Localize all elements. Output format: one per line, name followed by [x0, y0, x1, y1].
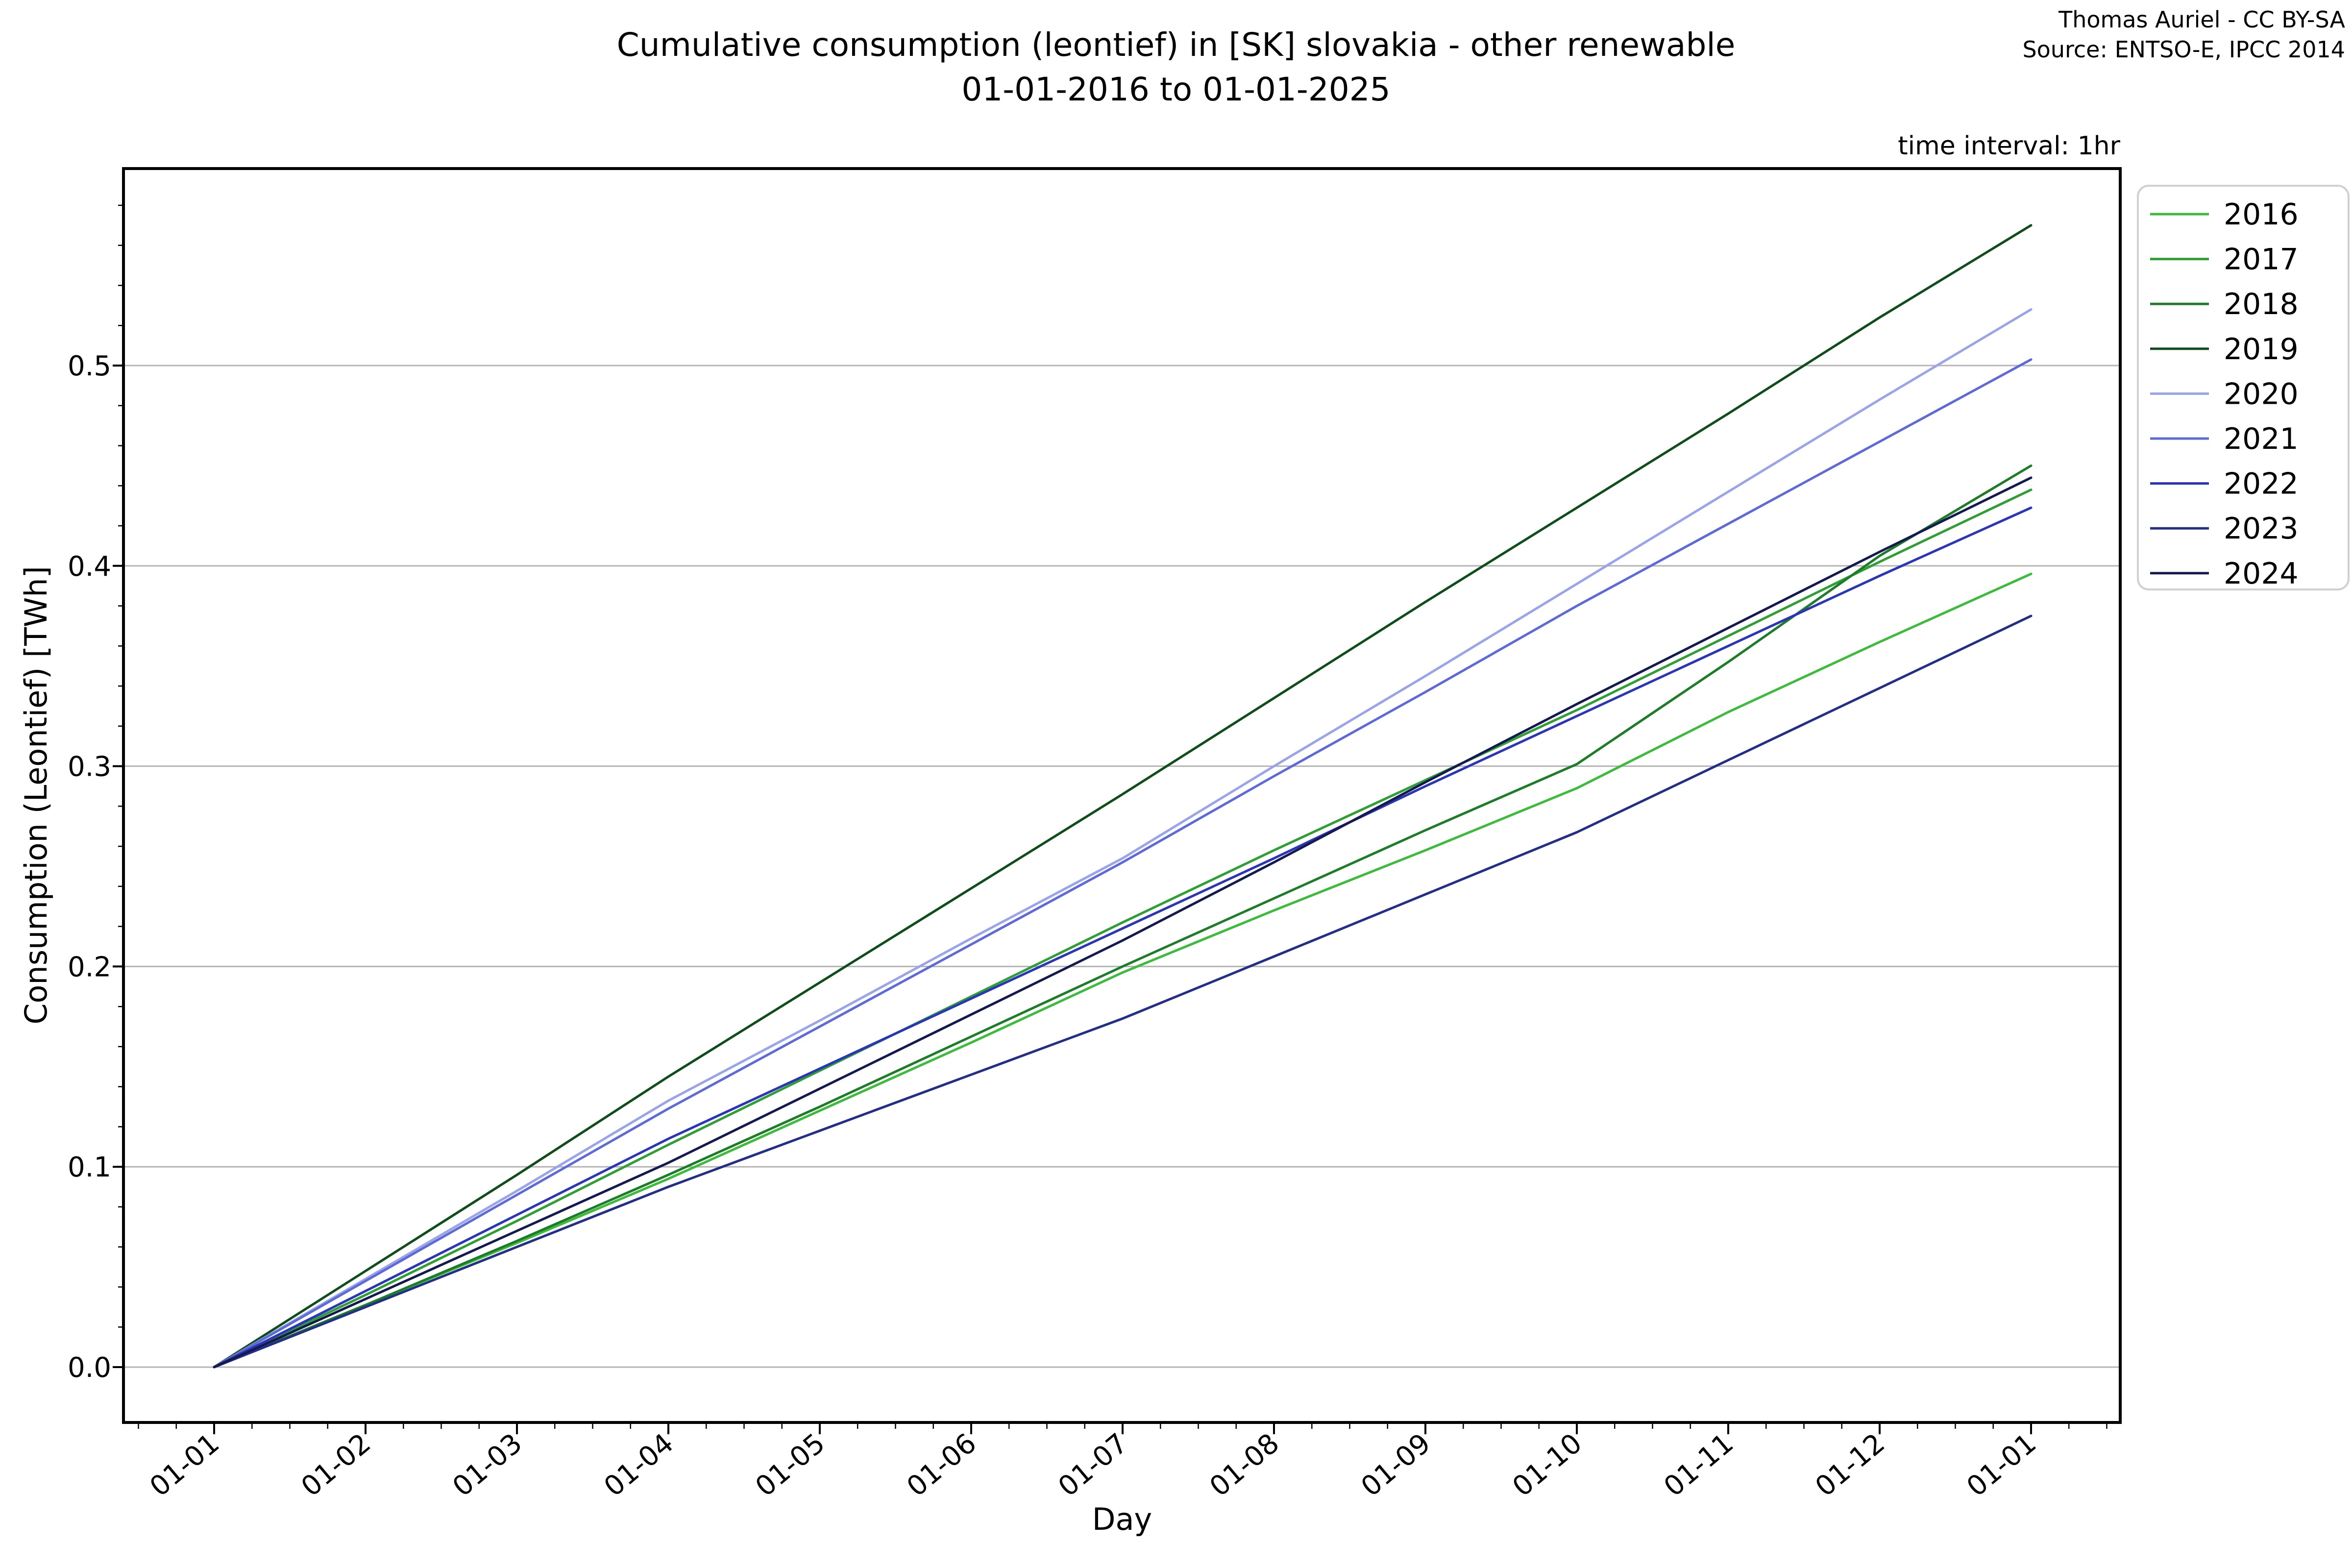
- chart-title-line2: 01-01-2016 to 01-01-2025: [961, 71, 1391, 109]
- tick-labels: 0.0 0.1 0.2 0.3 0.4 0.5 01-01 01-02 01-03 01-04 01…: [68, 350, 2042, 1503]
- plot-border: [122, 167, 2122, 1424]
- x-tick-label: 01-12: [1810, 1427, 1891, 1503]
- y-tick-label: 0.3: [68, 751, 111, 783]
- legend-box: [2137, 185, 2350, 590]
- series-line-2022: [213, 506, 2033, 1369]
- y-tick-label: 0.2: [68, 951, 111, 983]
- legend-label-2021: 2021: [2224, 422, 2299, 456]
- legend-label-2020: 2020: [2224, 377, 2299, 411]
- series-line-2023: [213, 614, 2033, 1369]
- attribution-source: Source: ENTSO-E, IPCC 2014: [2022, 36, 2345, 63]
- y-tick-label: 0.4: [68, 551, 111, 583]
- series-line-2017: [213, 489, 2033, 1369]
- legend-label-2017: 2017: [2224, 243, 2299, 277]
- series-line-2024: [213, 476, 2033, 1369]
- chart-title-line1: Cumulative consumption (leontief) in [SK…: [616, 26, 1736, 64]
- y-tick-label: 0.5: [68, 350, 111, 382]
- data-series: [213, 224, 2033, 1369]
- y-axis-label: Consumption (Leontief) [TWh]: [18, 566, 54, 1025]
- y-tick-label: 0.1: [68, 1152, 111, 1183]
- legend-label-2024: 2024: [2224, 557, 2299, 591]
- x-tick-label: 01-01: [144, 1427, 225, 1503]
- x-tick-label: 01-07: [1053, 1427, 1134, 1503]
- time-interval-annotation: time interval: 1hr: [1898, 131, 2120, 161]
- series-line-2021: [213, 358, 2033, 1369]
- x-tick-label: 01-06: [901, 1427, 982, 1503]
- x-axis-label: Day: [1092, 1501, 1152, 1537]
- x-tick-label: 01-03: [447, 1427, 528, 1503]
- chart-title: Cumulative consumption (leontief) in [SK…: [0, 23, 2352, 112]
- x-tick-label: 01-04: [598, 1427, 680, 1503]
- series-line-2019: [213, 224, 2033, 1369]
- x-tick-label: 01-10: [1507, 1427, 1588, 1503]
- axis-ticks: [113, 204, 2107, 1434]
- x-tick-label: 01-05: [750, 1427, 831, 1503]
- x-tick-label: 01-11: [1658, 1427, 1740, 1503]
- legend-label-2016: 2016: [2224, 197, 2299, 232]
- x-tick-label: 01-02: [295, 1427, 377, 1503]
- x-tick-label: 01-09: [1355, 1427, 1437, 1503]
- legend-label-2022: 2022: [2224, 467, 2299, 501]
- gridlines: [123, 365, 2120, 1368]
- legend: 2016 2017 2018 2019 2020 2021 2022 2023 2024: [2137, 185, 2350, 591]
- series-line-2018: [213, 464, 2033, 1369]
- series-line-2020: [213, 308, 2033, 1369]
- legend-label-2019: 2019: [2224, 332, 2299, 367]
- series-line-2016: [213, 572, 2033, 1369]
- y-tick-label: 0.0: [68, 1352, 111, 1384]
- x-tick-label: 01-08: [1204, 1427, 1285, 1503]
- legend-label-2023: 2023: [2224, 512, 2299, 546]
- attribution: Thomas Auriel - CC BY-SA Source: ENTSO-E…: [2022, 5, 2345, 64]
- legend-label-2018: 2018: [2224, 287, 2299, 321]
- x-tick-label: 01-01: [1961, 1427, 2042, 1503]
- attribution-author: Thomas Auriel - CC BY-SA: [2058, 6, 2345, 33]
